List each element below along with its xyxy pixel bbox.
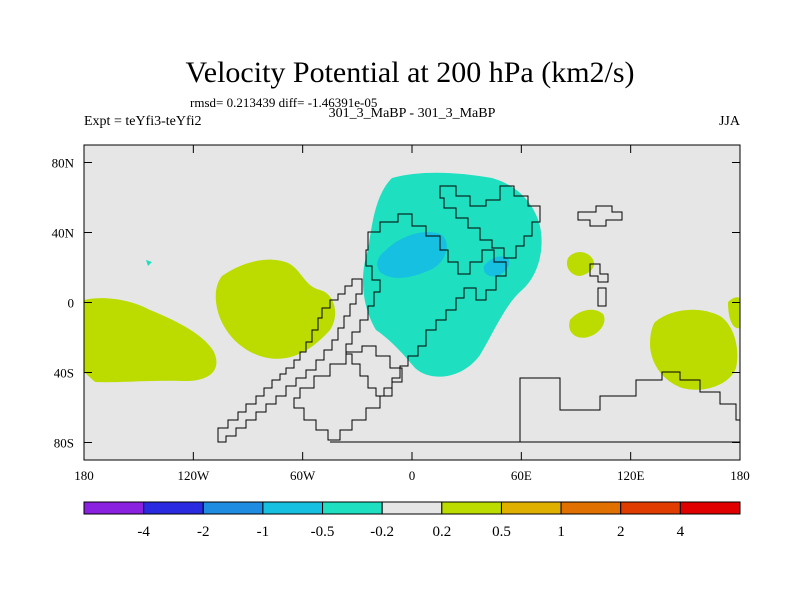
y-tick-label: 0 [68, 296, 75, 311]
colorbar-label: -1 [257, 524, 270, 540]
y-tick-label: 40N [52, 226, 75, 241]
colorbar: -4 -2 -1 -0.5 -0.2 0.2 0.5 1 2 4 [83, 501, 741, 540]
region-arabia-min [483, 256, 510, 277]
colorbar-swatch [500, 501, 562, 515]
y-tick-label: 40S [54, 366, 74, 381]
colorbar-label: -0.5 [311, 524, 335, 540]
colorbar-swatch [620, 501, 681, 515]
chart-title: Velocity Potential at 200 hPa (km2/s) [185, 56, 634, 89]
x-tick-label: 180 [74, 468, 94, 483]
x-tick-label: 120E [617, 468, 645, 483]
coastline-asia [439, 185, 541, 259]
coastline-maritime-2 [597, 287, 607, 307]
case-label: 301_3_MaBP - 301_3_MaBP [329, 106, 496, 121]
coastline-south-america [293, 345, 403, 441]
contour-fills [84, 172, 740, 390]
colorbar-label: -2 [197, 524, 210, 540]
x-tick-label: 180 [730, 468, 750, 483]
colorbar-swatch [381, 501, 443, 515]
coastline-east-asia [577, 205, 623, 227]
colorbar-swatch [322, 501, 383, 515]
season-label: JJA [719, 114, 741, 129]
coastline-africa-europe [345, 213, 507, 397]
region-south-china-sea-positive [566, 252, 595, 276]
region-maritime-continent-positive [569, 309, 605, 338]
colorbar-label: 4 [677, 524, 685, 540]
colorbar-swatch [679, 501, 741, 515]
colorbar-label: 0.5 [492, 524, 511, 540]
stats-label: rmsd= 0.213439 diff= -1.46391e-05 [190, 95, 377, 110]
region-west-pacific-positive [650, 309, 738, 390]
coastline-maritime-1 [589, 263, 609, 283]
colorbar-swatch [202, 501, 264, 515]
colorbar-label: 0.2 [432, 524, 451, 540]
coastline-antarctica [330, 371, 740, 443]
colorbar-label: -4 [137, 524, 150, 540]
x-tick-label: 60E [511, 468, 532, 483]
region-east-pacific-north-positive [215, 259, 336, 359]
coastlines [217, 185, 740, 443]
colorbar-label: 2 [617, 524, 625, 540]
colorbar-swatch [83, 501, 145, 515]
region-north-atlantic-min [377, 231, 447, 278]
colorbar-label: -0.2 [370, 524, 394, 540]
coastline-americas [217, 278, 363, 443]
colorbar-swatch [441, 501, 502, 515]
colorbar-swatch [262, 501, 324, 515]
colorbar-label: 1 [557, 524, 565, 540]
region-east-edge-positive [728, 297, 740, 329]
x-tick-label: 0 [409, 468, 416, 483]
region-africa-eurasia-negative [362, 172, 542, 377]
region-south-pacific-positive [84, 298, 217, 383]
colorbar-swatch [560, 501, 622, 515]
colorbar-swatch [143, 501, 204, 515]
axes: 180 120W 60W 0 60E 120E 180 80N 40N 0 40S 80S [52, 145, 750, 483]
x-tick-label: 120W [177, 468, 210, 483]
y-tick-label: 80S [54, 436, 74, 451]
region-tiny-spot-negative [146, 260, 152, 266]
x-tick-label: 60W [290, 468, 316, 483]
experiment-label: Expt = teYfi3-teYfi2 [84, 114, 202, 129]
y-tick-label: 80N [52, 156, 75, 171]
